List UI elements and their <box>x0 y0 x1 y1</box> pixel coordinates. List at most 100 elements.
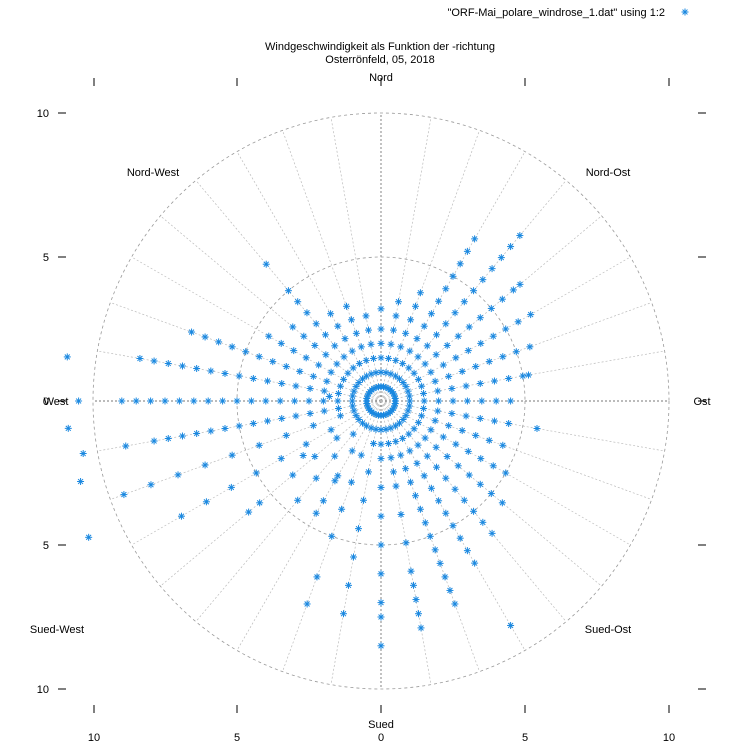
data-point <box>233 397 241 405</box>
data-point <box>490 417 498 425</box>
data-point <box>327 310 335 318</box>
data-point <box>264 377 272 385</box>
data-point <box>477 455 485 463</box>
data-point <box>435 397 443 405</box>
data-point <box>147 397 155 405</box>
data-point <box>448 410 456 418</box>
data-point <box>396 375 404 383</box>
direction-label: Nord-West <box>127 167 179 179</box>
data-point <box>325 392 333 400</box>
data-point <box>421 434 429 442</box>
data-point <box>289 323 297 331</box>
data-point <box>456 260 464 268</box>
data-point <box>333 434 341 442</box>
data-point <box>164 359 172 367</box>
data-point <box>352 383 360 391</box>
data-point <box>221 425 229 433</box>
data-point <box>302 440 310 448</box>
data-point <box>456 534 464 542</box>
data-point <box>499 353 507 361</box>
data-point <box>460 298 468 306</box>
data-point <box>358 419 366 427</box>
data-point <box>344 369 352 377</box>
data-point <box>463 547 471 555</box>
data-point <box>426 532 434 540</box>
data-point <box>150 357 158 365</box>
data-point <box>334 389 342 397</box>
data-point <box>405 402 413 410</box>
data-point <box>476 314 484 322</box>
data-point <box>147 481 155 489</box>
data-point <box>343 302 351 310</box>
data-point <box>344 581 352 589</box>
y-tick-label: 5 <box>43 540 49 552</box>
data-point <box>215 338 223 346</box>
data-point <box>514 318 522 326</box>
data-point <box>439 361 447 369</box>
data-point <box>321 331 329 339</box>
data-point <box>462 382 470 390</box>
data-point <box>369 354 377 362</box>
data-point <box>349 430 357 438</box>
data-point <box>392 356 400 364</box>
data-point <box>427 310 435 318</box>
data-point <box>277 339 285 347</box>
data-point <box>177 512 185 520</box>
data-point <box>502 469 510 477</box>
data-point <box>418 412 426 420</box>
data-point <box>392 482 400 490</box>
data-point <box>402 465 410 473</box>
data-point <box>433 463 441 471</box>
data-point <box>385 440 393 448</box>
data-point <box>282 431 290 439</box>
data-point <box>489 332 497 340</box>
data-point <box>122 442 130 450</box>
data-point <box>77 478 85 486</box>
data-point <box>334 322 342 330</box>
data-point <box>434 387 442 395</box>
data-point <box>442 509 450 517</box>
data-point <box>269 358 277 366</box>
data-point <box>341 335 349 343</box>
data-point <box>452 354 460 362</box>
data-point <box>477 339 485 347</box>
data-point <box>175 397 183 405</box>
data-point <box>312 320 320 328</box>
data-point <box>435 497 443 505</box>
data-point <box>292 412 300 420</box>
data-point <box>387 340 395 348</box>
data-point <box>487 304 495 312</box>
data-point <box>336 412 344 420</box>
data-point <box>377 440 385 448</box>
data-point <box>277 455 285 463</box>
data-point <box>352 329 360 337</box>
data-point <box>315 361 323 369</box>
data-point <box>228 343 236 351</box>
data-point <box>390 326 398 334</box>
data-point <box>357 343 365 351</box>
data-point <box>339 610 347 618</box>
x-tick-label: 0 <box>378 732 384 744</box>
data-point <box>338 505 346 513</box>
data-point <box>423 452 431 460</box>
legend-label: "ORF-Mai_polare_windrose_1.dat" using 1:… <box>447 7 665 19</box>
polar-grid <box>92 112 670 690</box>
data-point <box>369 440 377 448</box>
data-point <box>377 599 385 607</box>
data-point <box>417 624 425 632</box>
data-point <box>311 341 319 349</box>
data-point <box>526 343 534 351</box>
data-point <box>410 369 418 377</box>
data-point <box>470 287 478 295</box>
data-point <box>399 378 407 386</box>
data-point <box>464 347 472 355</box>
data-point <box>331 452 339 460</box>
data-point <box>235 372 243 380</box>
data-point <box>202 498 210 506</box>
data-point <box>427 426 435 434</box>
grid-spoke <box>160 400 382 587</box>
data-point <box>118 397 126 405</box>
data-point <box>367 340 375 348</box>
data-point <box>385 354 393 362</box>
data-point <box>294 496 302 504</box>
